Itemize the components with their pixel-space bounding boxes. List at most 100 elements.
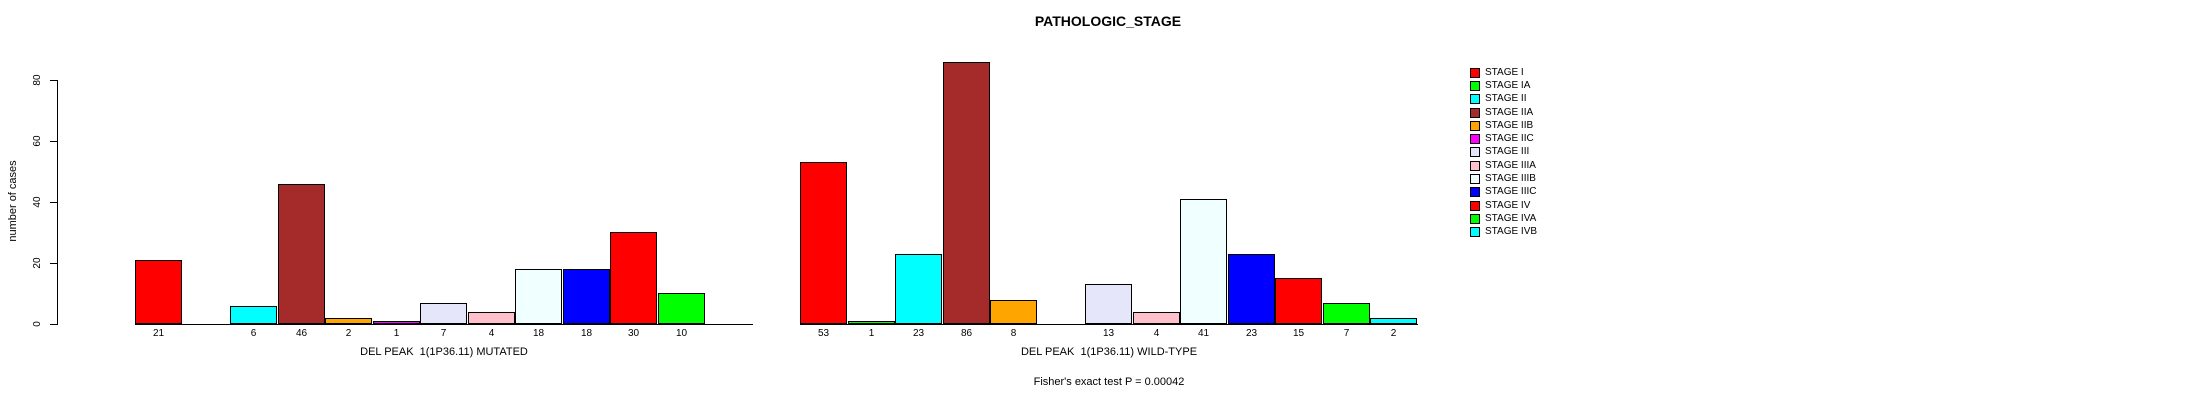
bar (135, 260, 182, 324)
bar-count-label: 8 (1010, 328, 1017, 339)
bar-count-label: 2 (345, 328, 352, 339)
bar (610, 232, 657, 324)
legend-swatch (1470, 120, 1480, 131)
bar-count-label: 86 (960, 328, 973, 339)
y-tick-label: 0 (32, 321, 43, 327)
legend-label: STAGE I (1485, 66, 1524, 78)
bar (895, 254, 942, 324)
legend-item: STAGE IVB (1470, 226, 1537, 239)
legend-swatch (1470, 160, 1480, 171)
bar (1275, 278, 1322, 324)
legend-item: STAGE II (1470, 93, 1537, 106)
bar (1370, 318, 1417, 324)
bar (325, 318, 372, 324)
legend-label: STAGE IVB (1485, 226, 1538, 238)
bar (800, 162, 847, 324)
legend-item: STAGE IIA (1470, 106, 1537, 119)
legend-label: STAGE IIIA (1485, 159, 1536, 171)
bar (515, 269, 562, 324)
legend-item: STAGE IIC (1470, 132, 1537, 145)
y-tick-mark (50, 263, 57, 264)
bar (658, 293, 705, 324)
bar (373, 321, 420, 324)
bar-count-label: 18 (532, 328, 545, 339)
legend-item: STAGE IVA (1470, 212, 1537, 225)
x-baseline (800, 324, 1418, 325)
legend-label: STAGE IVA (1485, 212, 1537, 224)
y-tick-mark (50, 141, 57, 142)
bar (1133, 312, 1180, 324)
legend-item: STAGE IA (1470, 79, 1537, 92)
y-axis-label: number of cases (7, 160, 19, 242)
legend-swatch (1470, 213, 1480, 224)
bar-count-label: 7 (1343, 328, 1350, 339)
bar (1180, 199, 1227, 324)
bar (278, 184, 325, 324)
legend-swatch (1470, 147, 1480, 158)
legend-swatch (1470, 107, 1480, 118)
legend-item: STAGE IIIA (1470, 159, 1537, 172)
bar-count-label: 21 (152, 328, 165, 339)
legend-item: STAGE IIB (1470, 119, 1537, 132)
fisher-test-annotation: Fisher's exact test P = 0.00042 (1033, 376, 1185, 388)
bar-count-label: 46 (295, 328, 308, 339)
bar (1323, 303, 1370, 324)
bar (1228, 254, 1275, 324)
bar (990, 300, 1037, 324)
y-tick-label: 20 (32, 257, 43, 269)
bar-count-label: 2 (1390, 328, 1397, 339)
legend-swatch (1470, 187, 1480, 198)
legend-label: STAGE IIC (1485, 133, 1534, 145)
legend-label: STAGE IIB (1485, 119, 1534, 131)
bar-count-label: 15 (1292, 328, 1305, 339)
legend-swatch (1470, 174, 1480, 185)
y-axis-line (57, 80, 58, 325)
x-axis-label-wild-type: DEL PEAK 1(1P36.11) WILD-TYPE (1020, 346, 1198, 358)
y-tick-mark (50, 202, 57, 203)
legend-swatch (1470, 94, 1480, 105)
bar-count-label: 23 (912, 328, 925, 339)
bar-count-label: 41 (1197, 328, 1210, 339)
bar (1085, 284, 1132, 324)
legend-swatch (1470, 134, 1480, 145)
y-tick-mark (50, 324, 57, 325)
legend-label: STAGE IIIC (1485, 186, 1537, 198)
bar (230, 306, 277, 324)
bar (468, 312, 515, 324)
bar-count-label: 10 (675, 328, 688, 339)
bar (563, 269, 610, 324)
legend-label: STAGE II (1485, 93, 1527, 105)
legend-swatch (1470, 67, 1480, 78)
legend-item: STAGE IIIC (1470, 186, 1537, 199)
legend-label: STAGE IV (1485, 199, 1531, 211)
legend: STAGE I STAGE IA STAGE II STAGE IIA STAGE II… (1470, 66, 1537, 239)
legend-label: STAGE III (1485, 146, 1530, 158)
legend-label: STAGE IIIB (1485, 173, 1536, 185)
y-tick-label: 40 (32, 196, 43, 208)
y-tick-label: 80 (32, 74, 43, 86)
bar-count-label: 1 (868, 328, 875, 339)
bar (420, 303, 467, 324)
bar-count-label: 30 (627, 328, 640, 339)
legend-label: STAGE IA (1485, 79, 1531, 91)
legend-swatch (1470, 227, 1480, 238)
bar-count-label: 6 (250, 328, 257, 339)
bar-count-label: 13 (1102, 328, 1115, 339)
y-tick-mark (50, 80, 57, 81)
legend-item: STAGE I (1470, 66, 1537, 79)
bar (943, 62, 990, 324)
bar-count-label: 1 (393, 328, 400, 339)
legend-label: STAGE IIA (1485, 106, 1534, 118)
bar (848, 321, 895, 324)
y-tick-label: 60 (32, 135, 43, 147)
legend-item: STAGE IV (1470, 199, 1537, 212)
bar-count-label: 53 (817, 328, 830, 339)
bar-count-label: 7 (440, 328, 447, 339)
bar-count-label: 23 (1245, 328, 1258, 339)
legend-swatch (1470, 80, 1480, 91)
bar-count-label: 4 (1153, 328, 1160, 339)
legend-swatch (1470, 200, 1480, 211)
chart-title: PATHOLOGIC_STAGE (1034, 13, 1182, 29)
x-baseline (135, 324, 753, 325)
